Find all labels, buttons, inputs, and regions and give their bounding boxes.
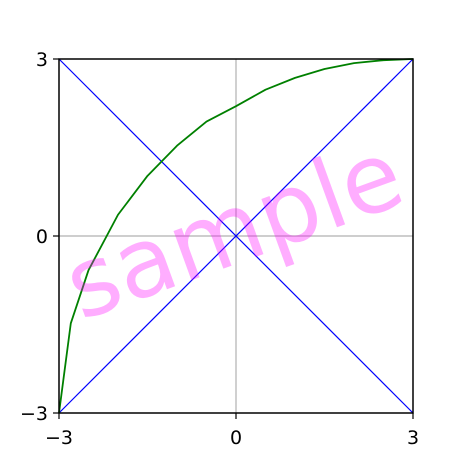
- tick-layer: −3 0 3 −3 0 3: [20, 49, 419, 449]
- x-tick-label: −3: [45, 427, 73, 449]
- series-line-2: [58, 58, 414, 414]
- series-layer: [58, 58, 414, 414]
- x-tick-label: 3: [407, 427, 419, 449]
- watermark: sample: [51, 117, 417, 342]
- x-tick-label: 0: [230, 427, 242, 449]
- y-tick-label: 0: [36, 226, 48, 248]
- series-line-1: [58, 58, 414, 414]
- y-tick-label: 3: [36, 49, 48, 71]
- y-tick-label: −3: [20, 403, 48, 425]
